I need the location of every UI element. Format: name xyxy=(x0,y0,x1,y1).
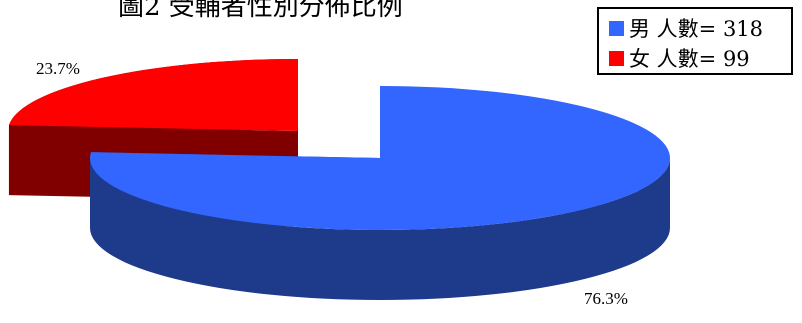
slice-male-top xyxy=(90,86,671,230)
legend-label-female: 女 人數= 99 xyxy=(629,47,750,71)
slice-male-rim xyxy=(90,158,670,300)
chart-title: 圖2 受輔者性別分佈比例 xyxy=(118,0,403,22)
legend-swatch-male xyxy=(609,20,624,36)
legend-item-female: 女 人數= 99 xyxy=(609,45,750,71)
data-label-male: 76.3% xyxy=(584,289,628,308)
legend-item-male: 男 人數= 318 xyxy=(609,15,763,41)
legend-label-male: 男 人數= 318 xyxy=(629,17,764,41)
slice-female-top xyxy=(8,59,298,131)
legend: 男 人數= 318 女 人數= 99 xyxy=(597,7,793,75)
legend-swatch-female xyxy=(609,50,624,66)
data-label-female: 23.7% xyxy=(36,59,80,78)
